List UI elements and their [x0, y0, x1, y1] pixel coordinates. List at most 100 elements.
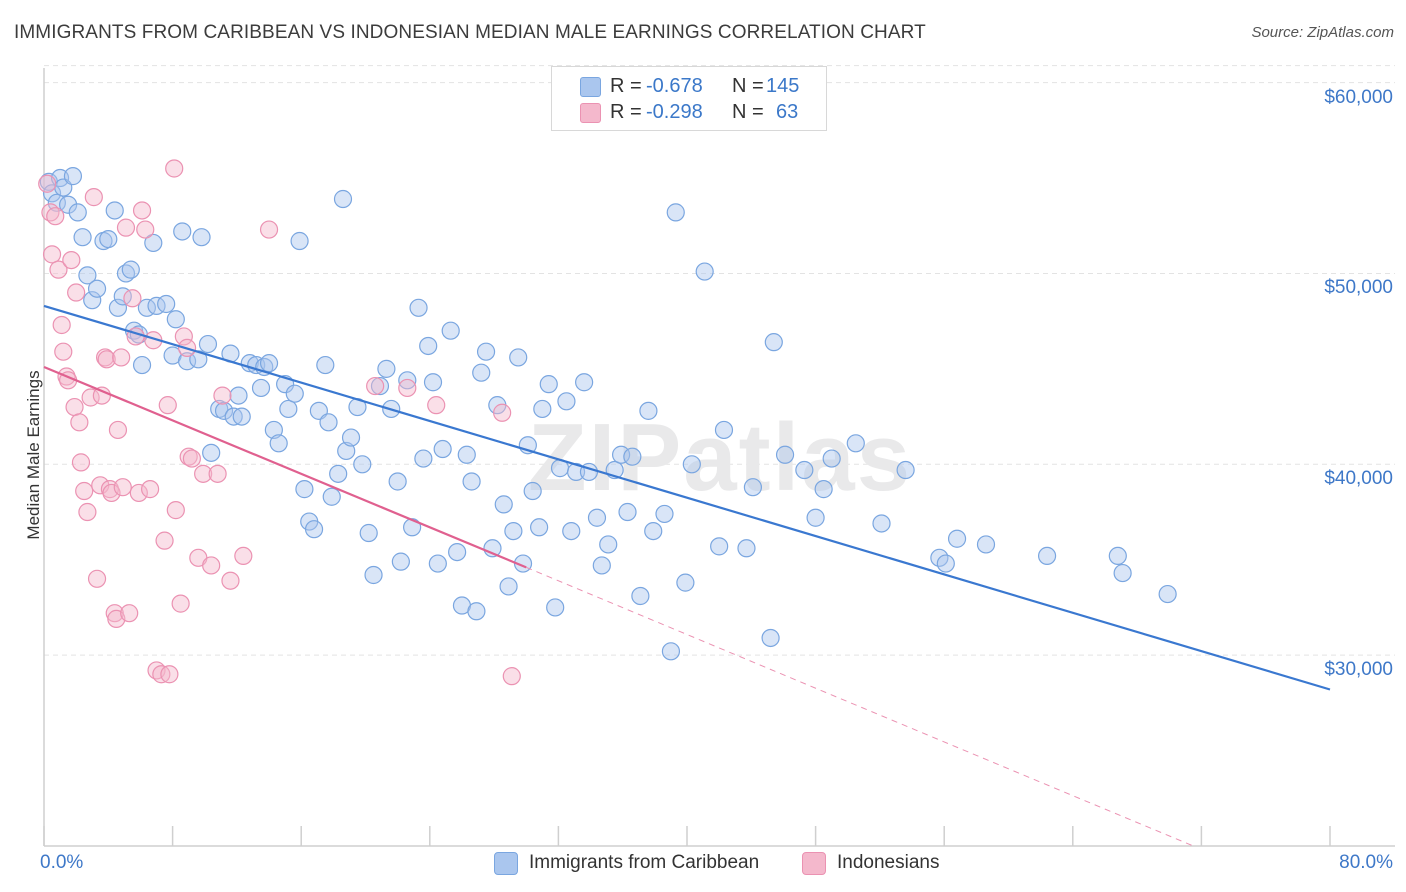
point-indonesians	[112, 348, 131, 367]
series-caribbean	[39, 167, 1177, 661]
point-indonesians	[132, 201, 152, 220]
legend-n-label: N =	[732, 75, 764, 97]
point-caribbean	[1108, 546, 1127, 566]
point-caribbean	[251, 378, 271, 398]
point-indonesians	[65, 397, 84, 417]
point-indonesians	[49, 260, 68, 279]
x-tick-max: 80.0%	[1339, 852, 1393, 873]
point-caribbean	[285, 384, 304, 403]
point-caribbean	[476, 342, 496, 361]
point-indonesians	[97, 350, 116, 369]
point-indonesians	[108, 420, 128, 440]
point-indonesians	[165, 159, 184, 178]
point-caribbean	[409, 298, 428, 317]
point-indonesians	[158, 396, 177, 415]
point-caribbean	[99, 229, 118, 249]
point-caribbean	[337, 441, 356, 461]
point-caribbean	[611, 445, 631, 464]
watermark: ZIPatlas	[528, 404, 912, 511]
point-caribbean	[618, 502, 637, 522]
point-indonesians	[78, 502, 97, 522]
point-caribbean	[775, 445, 795, 464]
point-indonesians	[54, 342, 73, 361]
source-label: Source: ZipAtlas.com	[1251, 24, 1394, 41]
point-indonesians	[140, 480, 160, 499]
point-caribbean	[533, 399, 552, 419]
point-indonesians	[116, 218, 136, 237]
point-indonesians	[129, 483, 148, 503]
point-caribbean	[68, 203, 87, 222]
point-indonesians	[52, 315, 71, 335]
point-indonesians	[75, 481, 94, 501]
point-caribbean	[504, 521, 523, 541]
point-caribbean	[566, 462, 586, 482]
gridlines	[44, 65, 1395, 656]
point-caribbean	[173, 222, 192, 241]
point-indonesians	[113, 478, 132, 497]
point-caribbean	[457, 445, 476, 464]
trendline-indonesians	[43, 365, 527, 569]
point-caribbean	[377, 359, 396, 378]
point-caribbean	[259, 354, 279, 373]
point-caribbean	[639, 401, 658, 420]
point-caribbean	[391, 552, 410, 571]
point-caribbean	[364, 565, 383, 585]
point-caribbean	[132, 355, 152, 375]
point-caribbean	[761, 628, 780, 648]
point-caribbean	[1158, 584, 1177, 604]
point-caribbean	[623, 447, 642, 466]
point-caribbean	[441, 321, 460, 340]
point-indonesians	[208, 464, 227, 483]
point-caribbean	[319, 413, 338, 432]
legend-r-value: -0.678	[646, 75, 703, 97]
y-tick-30000: $30,000	[1324, 659, 1393, 680]
point-caribbean	[467, 602, 486, 621]
point-indonesians	[213, 386, 232, 405]
point-caribbean	[710, 537, 729, 556]
point-caribbean	[976, 535, 996, 554]
point-caribbean	[462, 472, 481, 491]
point-caribbean	[192, 228, 211, 247]
point-indonesians	[398, 378, 417, 398]
axes	[43, 68, 1395, 847]
trendline-indonesians-extrapolated	[526, 566, 1194, 847]
y-tick-40000: $40,000	[1324, 468, 1393, 489]
point-caribbean	[295, 480, 314, 499]
point-caribbean	[290, 231, 309, 251]
point-caribbean	[144, 233, 163, 253]
point-caribbean	[59, 195, 78, 214]
point-caribbean	[695, 262, 714, 281]
point-caribbean	[304, 520, 324, 539]
legend-r-value: -0.298	[646, 101, 703, 123]
legend-swatch-blue	[580, 77, 601, 97]
point-caribbean	[359, 523, 378, 543]
point-caribbean	[202, 443, 221, 462]
point-caribbean	[539, 375, 558, 394]
point-caribbean	[157, 294, 176, 314]
point-indonesians	[194, 464, 213, 483]
point-indonesians	[87, 569, 107, 588]
point-caribbean	[523, 481, 542, 501]
point-caribbean	[108, 298, 128, 317]
stats-legend: R = -0.678 N = 145 R = -0.298 N = 63	[551, 66, 827, 131]
point-indonesians	[155, 531, 174, 550]
x-tick-min: 0.0%	[40, 852, 84, 873]
point-indonesians	[62, 250, 81, 270]
point-caribbean	[936, 554, 955, 573]
point-caribbean	[682, 455, 701, 474]
point-caribbean	[428, 554, 447, 573]
point-caribbean	[448, 542, 467, 562]
point-caribbean	[530, 518, 549, 537]
point-caribbean	[229, 386, 248, 405]
legend-swatch-blue	[494, 852, 518, 875]
point-caribbean	[631, 586, 650, 606]
point-caribbean	[433, 439, 452, 459]
point-indonesians	[67, 283, 86, 302]
point-indonesians	[202, 556, 221, 575]
point-indonesians	[182, 449, 201, 468]
point-indonesians	[71, 453, 91, 472]
point-caribbean	[472, 363, 491, 382]
point-caribbean	[1113, 563, 1132, 583]
point-caribbean	[42, 184, 62, 203]
